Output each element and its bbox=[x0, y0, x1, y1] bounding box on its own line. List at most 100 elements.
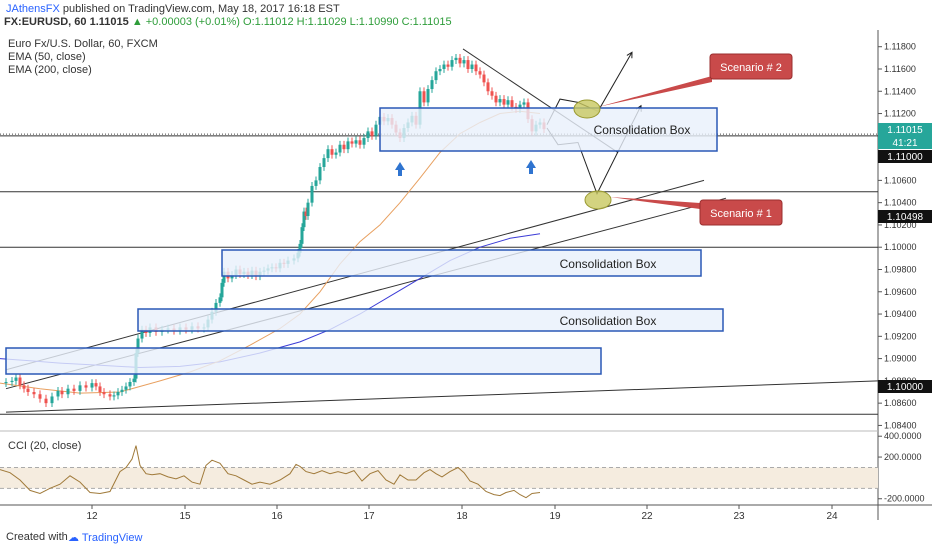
x-tick-label: 22 bbox=[641, 511, 653, 522]
candle bbox=[358, 136, 362, 149]
cci-line bbox=[0, 445, 541, 499]
y-tick-label: 1.09600 bbox=[884, 287, 917, 297]
last-price: 1.11015 bbox=[89, 16, 129, 28]
candle bbox=[326, 145, 330, 162]
chart-title: Euro Fx/U.S. Dollar, 60, FXCM bbox=[8, 38, 158, 50]
candle bbox=[132, 374, 136, 386]
candle bbox=[94, 379, 98, 391]
x-tick-label: 19 bbox=[549, 511, 561, 522]
candle bbox=[128, 378, 132, 391]
candle bbox=[124, 382, 128, 394]
candle bbox=[112, 391, 116, 401]
scenario-2-label: Scenario # 2 bbox=[720, 62, 782, 74]
candle bbox=[78, 381, 82, 395]
candle bbox=[494, 91, 498, 107]
candle bbox=[454, 53, 458, 64]
candle bbox=[90, 379, 94, 392]
candle bbox=[26, 384, 30, 396]
candle-countdown: 41:21 bbox=[892, 138, 917, 149]
cci-tick-label: 400.0000 bbox=[884, 431, 922, 441]
scenario-1-callout[interactable]: Scenario # 1 bbox=[584, 190, 783, 226]
candle bbox=[506, 96, 510, 109]
ema200-legend: EMA (200, close) bbox=[8, 64, 92, 76]
candle bbox=[108, 390, 112, 401]
candle bbox=[220, 278, 224, 302]
publish-info: published on TradingView.com, May 18, 20… bbox=[62, 3, 340, 15]
tradingview-brand[interactable]: TradingView bbox=[81, 532, 143, 544]
cci-band bbox=[0, 467, 878, 489]
svg-text:1.11015: 1.11015 bbox=[887, 125, 923, 136]
footer-created-label: Created with bbox=[6, 531, 68, 543]
up-arrow-marker-2 bbox=[526, 160, 536, 174]
x-tick-label: 12 bbox=[86, 511, 98, 522]
publication-header: JAthensFX published on TradingView.com, … bbox=[0, 0, 932, 30]
consolidation-label-2: Consolidation Box bbox=[560, 257, 657, 271]
candle bbox=[470, 60, 474, 73]
y-tick-label: 1.08400 bbox=[884, 420, 917, 430]
candle bbox=[18, 373, 22, 390]
candle bbox=[330, 145, 334, 159]
symbol-label: FX:EURUSD, 60 bbox=[4, 16, 87, 28]
candle bbox=[314, 176, 318, 190]
cci-tick-label: 200.0000 bbox=[884, 452, 922, 462]
candle bbox=[446, 60, 450, 71]
candle bbox=[116, 388, 120, 400]
candle bbox=[466, 56, 470, 73]
candle bbox=[302, 207, 306, 232]
candle bbox=[14, 373, 18, 385]
scenario-2-callout[interactable]: Scenario # 2 bbox=[573, 53, 793, 119]
y-tick-label: 1.11600 bbox=[884, 64, 916, 74]
symbol-ohlc-line: FX:EURUSD, 60 1.11015 ▲ +0.00003 (+0.01%… bbox=[4, 16, 452, 28]
consolidation-box-top[interactable]: Consolidation Box bbox=[379, 107, 718, 152]
candle bbox=[50, 392, 54, 408]
candle bbox=[498, 95, 502, 107]
svg-text:1.11000: 1.11000 bbox=[887, 152, 923, 163]
candle bbox=[218, 293, 222, 307]
y-tick-label: 1.09800 bbox=[884, 264, 917, 274]
consolidation-box-bottom[interactable] bbox=[5, 347, 602, 375]
x-tick-label: 18 bbox=[456, 511, 468, 522]
candle bbox=[426, 85, 430, 107]
candle bbox=[84, 381, 88, 392]
consolidation-box-middle[interactable]: Consolidation Box bbox=[221, 249, 702, 277]
candle bbox=[374, 120, 378, 140]
cci-tick-label: -200.0000 bbox=[884, 494, 925, 504]
ohlc-values: O:1.11012 H:1.11029 L:1.10990 C:1.11015 bbox=[243, 16, 452, 28]
candle bbox=[306, 198, 310, 220]
candle bbox=[462, 56, 466, 68]
candle bbox=[458, 53, 462, 68]
price-chart[interactable]: 1.118001.116001.114001.112001.110001.108… bbox=[0, 30, 932, 524]
footer: Created with ☁ TradingView bbox=[0, 524, 932, 550]
candle bbox=[366, 127, 370, 142]
candle bbox=[442, 60, 446, 73]
consolidation-box-lower[interactable]: Consolidation Box bbox=[137, 308, 724, 332]
author-link[interactable]: JAthensFX bbox=[6, 3, 60, 15]
candle bbox=[362, 134, 366, 149]
candle bbox=[44, 394, 48, 408]
candle bbox=[56, 387, 60, 401]
candle bbox=[22, 381, 26, 393]
consolidation-label-1: Consolidation Box bbox=[594, 123, 691, 137]
candle bbox=[450, 56, 454, 71]
cci-legend: CCI (20, close) bbox=[8, 440, 81, 452]
candle bbox=[422, 87, 426, 107]
y-tick-label: 1.10000 bbox=[884, 242, 917, 252]
y-tick-label: 1.08600 bbox=[884, 398, 917, 408]
candle bbox=[478, 67, 482, 79]
trendline-bottom[interactable] bbox=[5, 380, 879, 413]
publication-line: JAthensFX published on TradingView.com, … bbox=[6, 3, 340, 15]
candle bbox=[522, 98, 526, 109]
candle bbox=[300, 223, 304, 248]
level-badge-1: 1.11000 bbox=[878, 150, 932, 163]
ema50-legend: EMA (50, close) bbox=[8, 51, 86, 63]
y-tick-label: 1.11200 bbox=[884, 109, 916, 119]
candle bbox=[434, 67, 438, 85]
y-tick-label: 1.11800 bbox=[884, 42, 916, 52]
candle bbox=[474, 60, 478, 76]
tradingview-logo[interactable]: ☁ TradingView bbox=[68, 532, 143, 544]
x-tick-label: 15 bbox=[179, 511, 191, 522]
candle bbox=[502, 95, 506, 109]
candle bbox=[32, 388, 36, 399]
level-badge-2: 1.10498 bbox=[878, 210, 932, 223]
scenario-1-label: Scenario # 1 bbox=[710, 208, 772, 220]
